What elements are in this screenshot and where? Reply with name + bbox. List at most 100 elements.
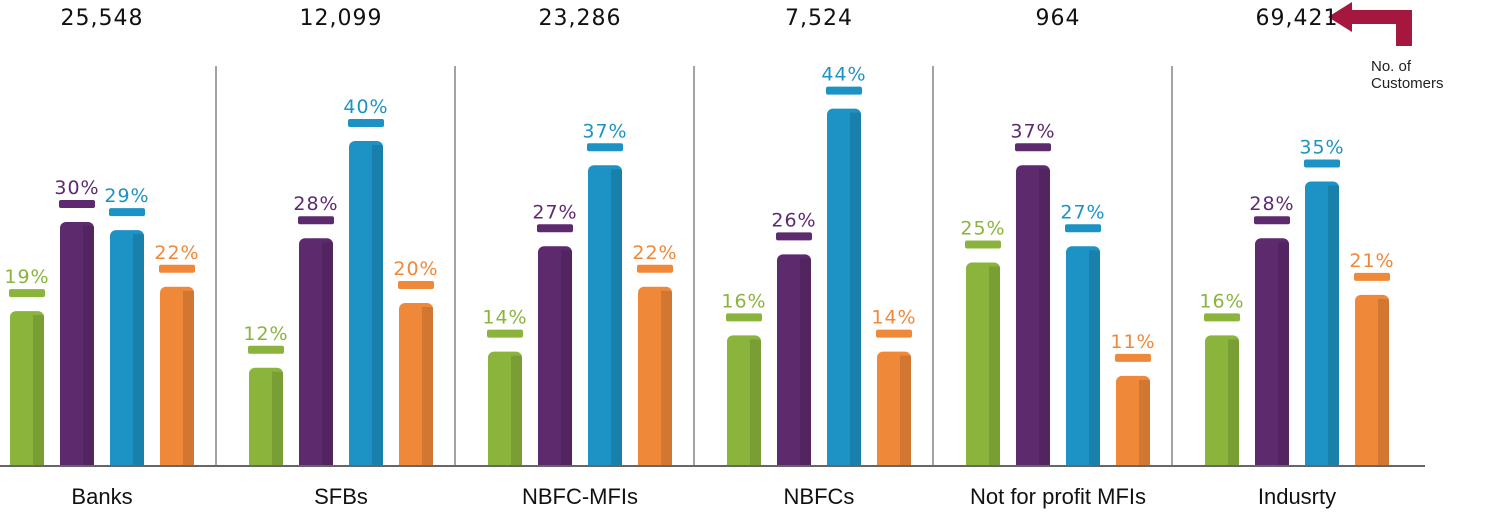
bar-shade xyxy=(989,266,1000,465)
bar-base xyxy=(1305,457,1339,465)
bar-cap xyxy=(487,329,523,338)
customer-count: 25,548 xyxy=(60,6,144,31)
data-label: 26% xyxy=(771,209,816,231)
bar-cap xyxy=(109,208,145,217)
data-label: 30% xyxy=(54,177,99,199)
bar-cap xyxy=(1065,224,1101,233)
bar-base xyxy=(1255,457,1289,465)
bar-base xyxy=(349,457,383,465)
bar xyxy=(299,238,333,465)
data-label: 20% xyxy=(393,258,438,280)
bar-base xyxy=(10,457,44,465)
data-label: 14% xyxy=(482,307,527,329)
data-label: 27% xyxy=(1060,201,1105,223)
bar-base xyxy=(1016,457,1050,465)
bar xyxy=(777,254,811,465)
bar-shade xyxy=(750,339,761,465)
bar-shade xyxy=(422,307,433,465)
data-label: 25% xyxy=(960,218,1005,240)
bar-base xyxy=(877,457,911,465)
bar xyxy=(1116,375,1150,465)
bar-shade xyxy=(1328,185,1339,465)
bar xyxy=(10,311,44,465)
bar-cap xyxy=(248,345,284,354)
bar-base xyxy=(538,457,572,465)
bar xyxy=(1255,238,1289,465)
data-label: 22% xyxy=(632,242,677,264)
bar-cap xyxy=(398,281,434,289)
bar-base xyxy=(1205,457,1239,465)
bar xyxy=(1016,165,1050,466)
bar-cap xyxy=(1304,159,1340,168)
bar xyxy=(60,222,94,465)
bar-shade xyxy=(133,234,144,465)
bar-shade xyxy=(1378,298,1389,465)
bar-cap xyxy=(159,264,195,273)
data-label: 22% xyxy=(154,242,199,264)
customers-note-line2: Customers xyxy=(1371,75,1444,92)
bar xyxy=(110,230,144,465)
bar xyxy=(399,303,433,465)
bar-shade xyxy=(1089,250,1100,465)
bar-base xyxy=(399,457,433,465)
bar-cap xyxy=(298,216,334,225)
data-label: 16% xyxy=(1199,290,1244,312)
data-label: 44% xyxy=(821,64,866,86)
bar-shade xyxy=(183,290,194,465)
bar-base xyxy=(1116,457,1150,465)
bar xyxy=(488,351,522,465)
bar-shade xyxy=(800,258,811,465)
customers-note: No. of Customers xyxy=(1371,58,1505,92)
bar-shade xyxy=(372,145,383,465)
bar xyxy=(877,351,911,465)
bar-base xyxy=(488,457,522,465)
customer-count: 23,286 xyxy=(538,6,622,31)
category-label: Not for profit MFIs xyxy=(969,484,1147,509)
bar xyxy=(349,141,383,465)
category-label: SFBs xyxy=(314,484,368,509)
bar-shade xyxy=(33,315,44,465)
bar-cap xyxy=(348,119,384,127)
bar xyxy=(638,286,672,465)
data-label: 28% xyxy=(1249,193,1294,215)
bar-cap xyxy=(9,289,45,298)
data-label: 28% xyxy=(293,193,338,215)
category-label: Banks xyxy=(71,484,133,509)
customers-note-line1: No. of xyxy=(1371,58,1412,75)
bar-cap xyxy=(1354,272,1390,281)
data-label: 40% xyxy=(343,96,388,118)
bar-cap xyxy=(59,200,95,208)
bar-shade xyxy=(611,169,622,466)
bar xyxy=(827,108,861,465)
bar-base xyxy=(110,457,144,465)
data-label: 19% xyxy=(4,266,49,288)
bar-base xyxy=(1355,457,1389,465)
bar xyxy=(538,246,572,465)
bar-shade xyxy=(561,250,572,465)
customers-arrow-icon xyxy=(1328,2,1412,46)
bar-base xyxy=(827,457,861,465)
category-label: NBFC-MFIs xyxy=(521,484,639,509)
bar-cap xyxy=(587,143,623,152)
data-label: 21% xyxy=(1349,250,1394,272)
bar-base xyxy=(1066,457,1100,465)
bar-cap xyxy=(637,264,673,273)
data-label: 27% xyxy=(532,201,577,223)
data-label: 29% xyxy=(104,185,149,207)
bar-cap xyxy=(726,313,762,322)
bar-base xyxy=(966,457,1000,465)
bar-cap xyxy=(1204,313,1240,322)
bar-shade xyxy=(1039,169,1050,466)
bar-base xyxy=(777,457,811,465)
category-label: NBFCs xyxy=(783,484,855,509)
bar-base xyxy=(160,457,194,465)
customer-count: 12,099 xyxy=(299,6,383,31)
data-label: 11% xyxy=(1110,331,1155,353)
bar xyxy=(1355,294,1389,465)
bar-cap xyxy=(1115,353,1151,362)
data-label: 35% xyxy=(1299,137,1344,159)
bar-shade xyxy=(900,355,911,465)
bar xyxy=(1305,181,1339,465)
data-label: 16% xyxy=(721,290,766,312)
